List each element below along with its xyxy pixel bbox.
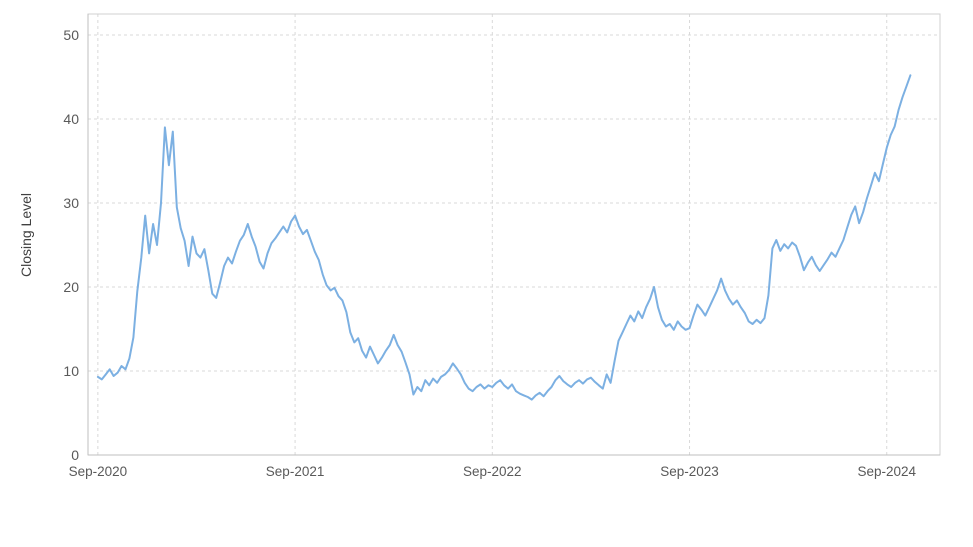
x-tick-label: Sep-2024 (857, 464, 916, 479)
axes (87, 14, 940, 456)
series-line (96, 74, 912, 401)
y-tick-label: 0 (71, 447, 79, 463)
y-tick-label: 30 (63, 195, 79, 211)
x-tick-labels: Sep-2020 Sep-2021 Sep-2022 Sep-2023 Sep-2024 (69, 464, 917, 479)
x-tick-label: Sep-2020 (69, 464, 128, 479)
x-tick-label: Sep-2023 (660, 464, 719, 479)
y-tick-labels: 0 10 20 30 40 50 (63, 27, 79, 463)
y-tick-label: 50 (63, 27, 79, 43)
y-tick-label: 10 (63, 363, 79, 379)
gridlines (88, 14, 940, 455)
x-tick-label: Sep-2021 (266, 464, 325, 479)
y-tick-label: 40 (63, 111, 79, 127)
y-axis-title: Closing Level (18, 193, 34, 277)
x-tick-label: Sep-2022 (463, 464, 522, 479)
series-group (96, 74, 912, 401)
y-tick-label: 20 (63, 279, 79, 295)
